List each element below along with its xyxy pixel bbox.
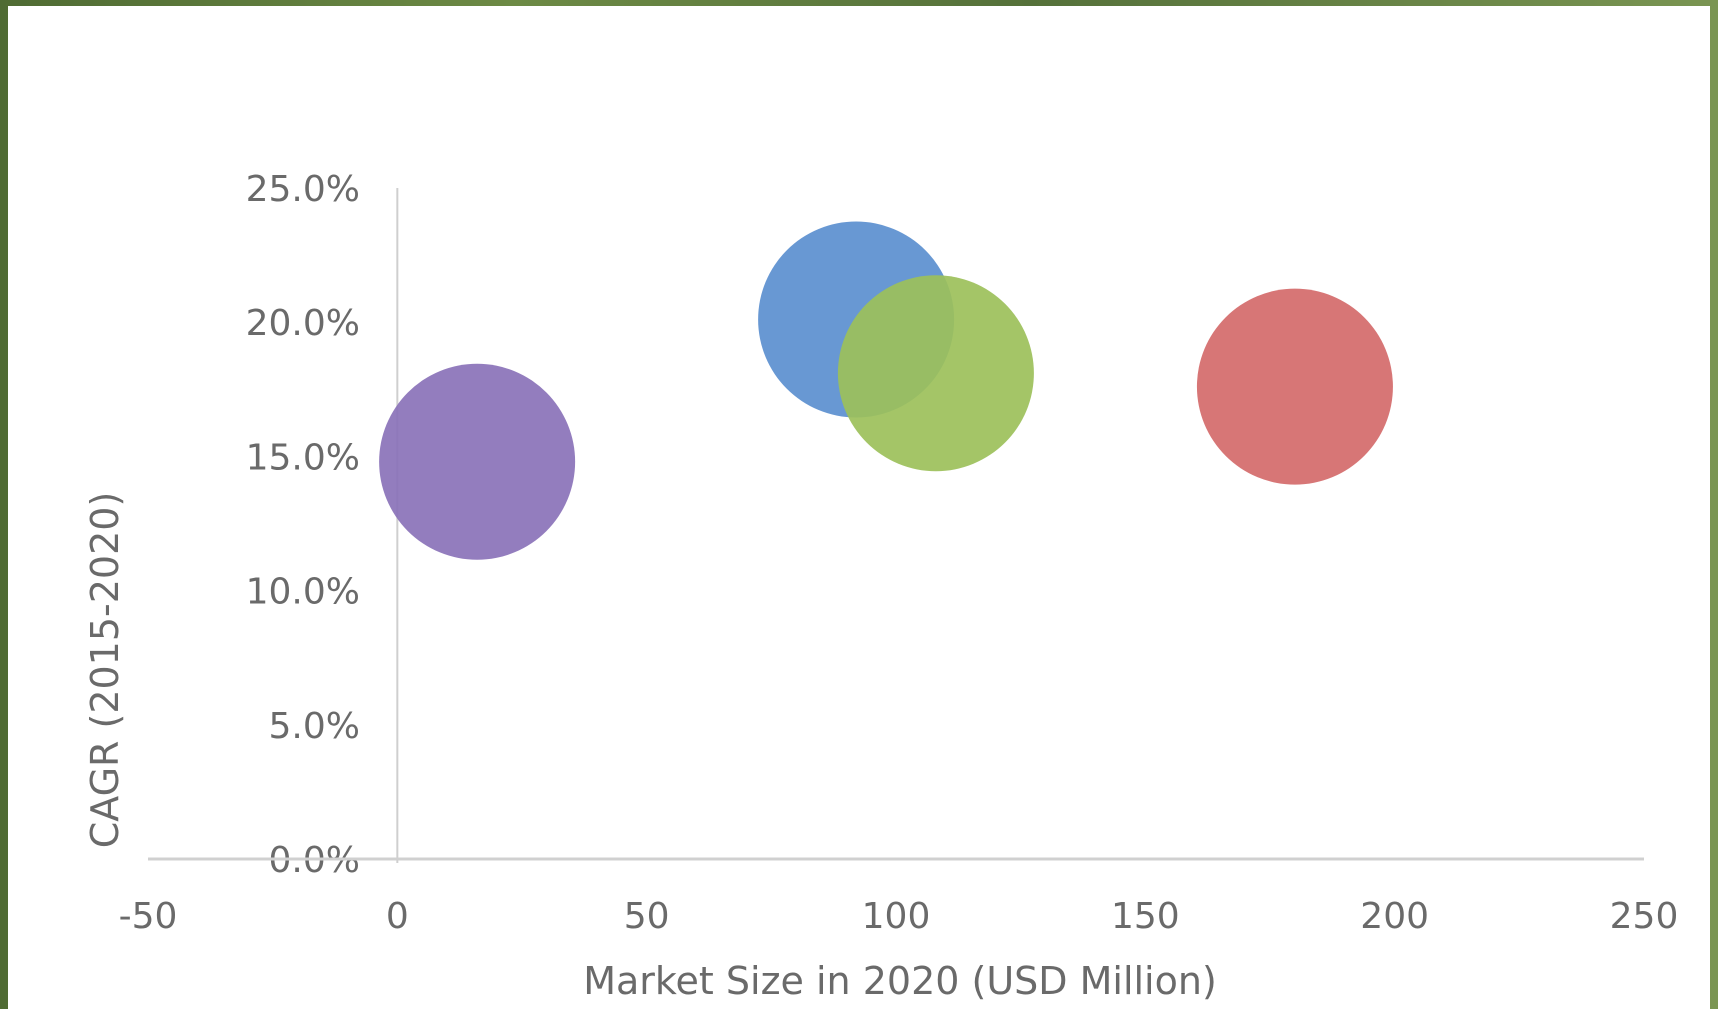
x-tick-label: 200 — [1360, 896, 1429, 937]
y-tick-label: 10.0% — [246, 572, 360, 613]
bubble — [379, 363, 576, 560]
chart-panel: 0.0% 5.0% 10.0% 15.0% 20.0% 25.0% -50 0 50 100 15… — [8, 6, 1710, 1009]
x-tick-label: 50 — [624, 896, 670, 937]
y-axis-label: CAGR (2015-2020) — [83, 492, 127, 849]
y-tick-label: 25.0% — [246, 169, 360, 210]
bubbles — [379, 221, 1393, 560]
x-tick-label: 150 — [1111, 896, 1180, 937]
x-tick-label: 100 — [862, 896, 931, 937]
y-tick-label: 15.0% — [246, 437, 360, 478]
x-axis: -50 0 50 100 150 200 250 — [119, 857, 1679, 937]
x-tick-label: 0 — [386, 896, 409, 937]
y-axis: 0.0%5.0%10.0%15.0%20.0%25.0% — [246, 169, 399, 881]
y-tick-label: 20.0% — [246, 303, 360, 344]
bubble-chart: 0.0%5.0%10.0%15.0%20.0%25.0% -50 0 50 100 15… — [83, 169, 1679, 1003]
x-tick-label: 250 — [1610, 896, 1679, 937]
x-tick-label: -50 — [119, 896, 178, 937]
x-axis-label: Market Size in 2020 (USD Million) — [583, 959, 1217, 1003]
bubble — [837, 275, 1034, 472]
y-tick-label: 5.0% — [269, 706, 360, 747]
bubble — [1196, 288, 1393, 485]
